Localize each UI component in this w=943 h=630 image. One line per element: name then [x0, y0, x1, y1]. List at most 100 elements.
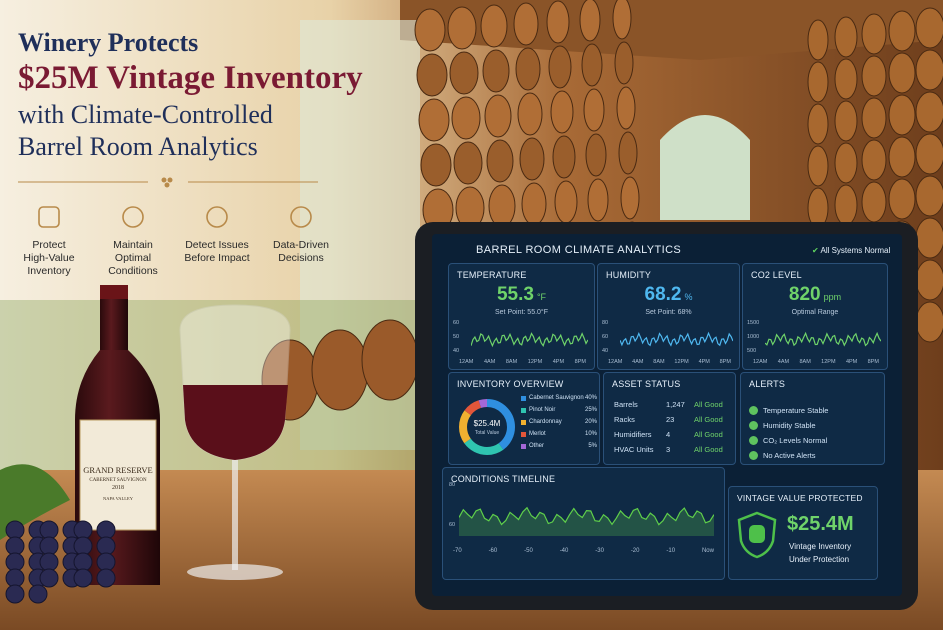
grape: [96, 536, 116, 556]
sparkline-line: [471, 332, 588, 348]
feature-text: Conditions: [108, 265, 158, 277]
barrel: [915, 7, 943, 49]
headline: with Climate-Controlled: [18, 100, 273, 129]
alert-check: [749, 451, 758, 460]
alert-check: [749, 421, 758, 430]
alert-check: [749, 406, 758, 415]
x-label: -10: [666, 548, 676, 554]
metric-label: TEMPERATURE: [457, 270, 527, 280]
legend-name: Pinot Noir: [529, 407, 556, 413]
donut-slice: [459, 399, 515, 455]
icon-shape: [290, 206, 312, 228]
x-label: 12AM: [459, 359, 474, 365]
barrel: [834, 16, 858, 58]
donut-slice: [459, 399, 515, 455]
feature-text: Decisions: [278, 252, 324, 264]
barrel: [486, 139, 514, 183]
feature: Protect High-Value Inventory: [10, 203, 88, 278]
x-label: 12PM: [674, 359, 689, 365]
y-label: 60: [602, 334, 609, 340]
grape: [5, 536, 25, 556]
panel-title: INVENTORY OVERVIEW: [457, 379, 564, 389]
feature-icon: [206, 206, 228, 228]
protected-text: Vintage Inventory: [789, 542, 852, 551]
barrel: [861, 97, 887, 139]
asset-status: All Good: [694, 430, 723, 439]
barrel: [888, 94, 916, 136]
grape: [73, 552, 93, 572]
y-label: 40: [453, 348, 460, 354]
asset-row: Humidifiers 4 All Good: [614, 427, 729, 442]
sparkline: [459, 506, 714, 536]
sparkline-area: [459, 507, 714, 536]
barrel: [915, 91, 943, 133]
metric-panel: CO2 LEVEL 820 ppm Optimal Range 1500 1000 500 1…: [742, 263, 888, 370]
y-label: 60: [453, 320, 460, 326]
x-label: 4PM: [845, 359, 858, 365]
barrel: [451, 96, 481, 140]
grape: [5, 520, 25, 540]
x-label: -70: [453, 548, 462, 554]
alert-row: Humidity Stable: [749, 418, 816, 433]
legend-row: Other 5%: [521, 443, 597, 449]
y-label: 500: [747, 348, 757, 354]
legend-row: Cabernet Sauvignon 40%: [521, 395, 597, 401]
x-label: 12AM: [753, 359, 768, 365]
x-labels: -70 -60 -50 -40 -30 -20 -10 Now: [453, 548, 714, 554]
x-label: 4AM: [777, 359, 790, 365]
alerts-panel: ALERTS Temperature Stable Humidity Stable C…: [740, 372, 885, 465]
grapes: [0, 464, 116, 604]
x-label: -30: [595, 548, 604, 554]
barrel: [861, 13, 887, 55]
grape: [73, 536, 93, 556]
alert-row: CO₂ Levels Normal: [749, 433, 827, 448]
barrel: [861, 181, 887, 223]
alert-check: [749, 436, 758, 445]
legend-name: Chardonnay: [529, 419, 562, 425]
asset-name: HVAC Units: [614, 445, 654, 454]
barrel: [420, 143, 452, 187]
barrel: [915, 49, 943, 91]
x-label: -60: [488, 548, 498, 554]
legend-swatch: [521, 407, 526, 413]
feature-text: Protect: [32, 239, 66, 251]
icon-shape: [122, 206, 144, 228]
barrel: [807, 103, 829, 145]
feature-text: Maintain: [113, 239, 153, 251]
chart-area: [765, 322, 881, 354]
barrel: [488, 184, 516, 228]
x-label: 4AM: [632, 359, 644, 365]
metric-label: HUMIDITY: [606, 270, 652, 280]
legend-row: Merlot 10%: [521, 431, 597, 437]
x-label: -50: [524, 548, 533, 554]
barrel: [521, 182, 547, 226]
grape: [73, 520, 93, 540]
y-label: 50: [453, 334, 460, 340]
barrel: [834, 58, 858, 100]
asset-count: 3: [666, 445, 671, 454]
icon-shape: [38, 206, 60, 228]
sparkline: [765, 331, 881, 347]
y-label: 60: [449, 522, 456, 528]
feature: Detect Issues Before Impact: [178, 203, 256, 265]
asset-status: All Good: [694, 445, 723, 454]
barrel: [546, 0, 570, 44]
inventory-panel: INVENTORY OVERVIEW $25.4M Total Value Caber…: [448, 372, 600, 465]
grape: [39, 552, 59, 572]
label-region: NAPA VALLEY: [102, 496, 134, 501]
metric-number: 820: [788, 284, 821, 305]
feature-icon: [38, 206, 60, 228]
asset-count: 23: [666, 415, 675, 424]
asset-list: Barrels 1,247 All Good Racks 23 All Good Humid…: [614, 397, 729, 457]
shield: [737, 511, 777, 559]
alert-text: Humidity Stable: [763, 421, 816, 430]
label-varietal: CABERNET SAUVIGNON: [89, 478, 147, 483]
protected-panel: VINTAGE VALUE PROTECTED $25.4M Vintage Inv…: [728, 486, 878, 580]
barrel: [888, 178, 916, 220]
panel-title: CONDITIONS TIMELINE: [451, 474, 556, 484]
feature-text: Inventory: [27, 265, 71, 277]
donut-slice: [459, 399, 515, 455]
asset-name: Humidifiers: [614, 430, 652, 439]
barrel: [861, 139, 887, 181]
barrel: [616, 86, 636, 130]
